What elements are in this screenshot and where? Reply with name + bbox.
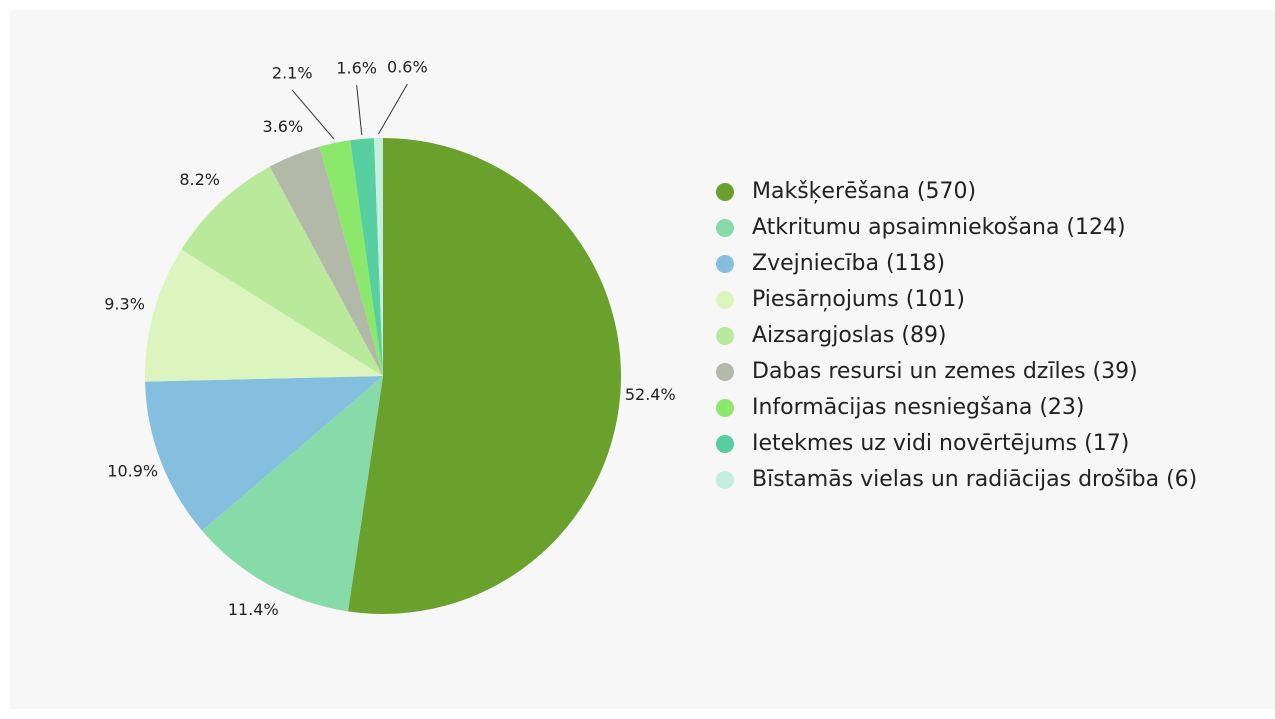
legend-label: Dabas resursi un zemes dzīles (39) — [752, 359, 1138, 384]
legend-item: Informācijas nesniegšana (23) — [716, 392, 1216, 423]
legend-item: Zvejniecība (118) — [716, 248, 1216, 279]
legend-item: Piesārņojums (101) — [716, 284, 1216, 315]
legend-item: Dabas resursi un zemes dzīles (39) — [716, 356, 1216, 387]
pie-slice — [145, 249, 383, 382]
legend-marker — [716, 471, 734, 489]
pie-slice — [181, 166, 383, 376]
pie-slice — [269, 146, 383, 376]
legend-label: Ietekmes uz vidi novērtējums (17) — [752, 431, 1130, 456]
leader-line — [356, 85, 363, 135]
legend-item: Makšķerēšana (570) — [716, 176, 1216, 207]
legend-marker — [716, 399, 734, 417]
legend-marker — [716, 183, 734, 201]
legend-item: Atkritumu apsaimniekošana (124) — [716, 212, 1216, 243]
data-label: 52.4% — [625, 385, 676, 404]
legend-label: Makšķerēšana (570) — [752, 179, 977, 204]
legend-marker — [716, 327, 734, 345]
data-label: 1.6% — [336, 59, 377, 78]
data-label: 9.3% — [104, 294, 145, 313]
data-label: 2.1% — [272, 64, 313, 83]
legend-item: Bīstamās vielas un radiācijas drošība (6… — [716, 464, 1216, 495]
pie-slice — [348, 138, 621, 615]
data-label: 0.6% — [387, 58, 428, 77]
legend-marker — [716, 219, 734, 237]
pie-slice — [350, 138, 383, 376]
legend-label: Atkritumu apsaimniekošana (124) — [752, 215, 1126, 240]
pie-slice — [145, 376, 383, 531]
leader-line — [378, 83, 408, 135]
data-label: 10.9% — [107, 461, 158, 480]
data-label: 8.2% — [179, 170, 220, 189]
legend-label: Piesārņojums (101) — [752, 287, 965, 312]
legend-label: Informācijas nesniegšana (23) — [752, 395, 1085, 420]
data-label: 3.6% — [263, 117, 304, 136]
legend-marker — [716, 291, 734, 309]
pie-slice — [374, 138, 383, 376]
legend-marker — [716, 435, 734, 453]
leader-line — [291, 89, 335, 140]
legend-label: Aizsargjoslas (89) — [752, 323, 947, 348]
legend-item: Ietekmes uz vidi novērtējums (17) — [716, 428, 1216, 459]
legend-label: Bīstamās vielas un radiācijas drošība (6… — [752, 467, 1198, 492]
pie-slice — [202, 376, 383, 612]
pie-slice — [319, 140, 383, 376]
legend: Makšķerēšana (570) Atkritumu apsaimniekoš… — [716, 176, 1216, 500]
legend-marker — [716, 255, 734, 273]
legend-label: Zvejniecība (118) — [752, 251, 946, 276]
legend-item: Aizsargjoslas (89) — [716, 320, 1216, 351]
data-label: 11.4% — [228, 600, 279, 619]
legend-marker — [716, 363, 734, 381]
